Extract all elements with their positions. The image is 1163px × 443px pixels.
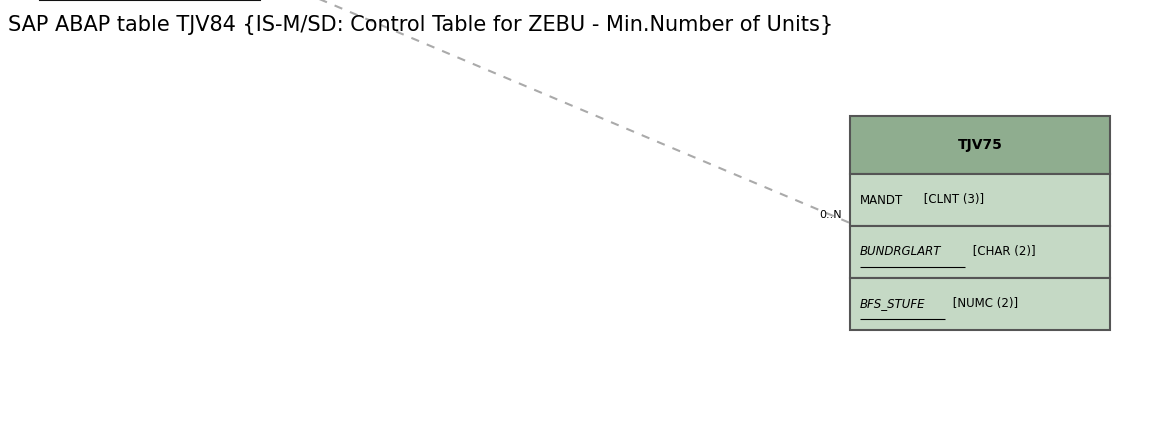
Text: [CHAR (2)]: [CHAR (2)] — [969, 245, 1035, 259]
Text: SAP ABAP table TJV84 {IS-M/SD: Control Table for ZEBU - Min.Number of Units}: SAP ABAP table TJV84 {IS-M/SD: Control T… — [8, 15, 833, 35]
FancyBboxPatch shape — [850, 278, 1110, 330]
FancyBboxPatch shape — [850, 226, 1110, 278]
Text: [NUMC (2)]: [NUMC (2)] — [949, 298, 1018, 311]
Text: BFS_STUFE: BFS_STUFE — [859, 298, 926, 311]
Text: [CLNT (3)]: [CLNT (3)] — [920, 194, 984, 206]
FancyBboxPatch shape — [850, 116, 1110, 174]
FancyBboxPatch shape — [850, 174, 1110, 226]
Text: TJV75: TJV75 — [957, 138, 1003, 152]
Text: MANDT: MANDT — [859, 194, 904, 206]
Text: BUNDRGLART: BUNDRGLART — [859, 245, 941, 259]
Text: 0..N: 0..N — [820, 210, 842, 220]
